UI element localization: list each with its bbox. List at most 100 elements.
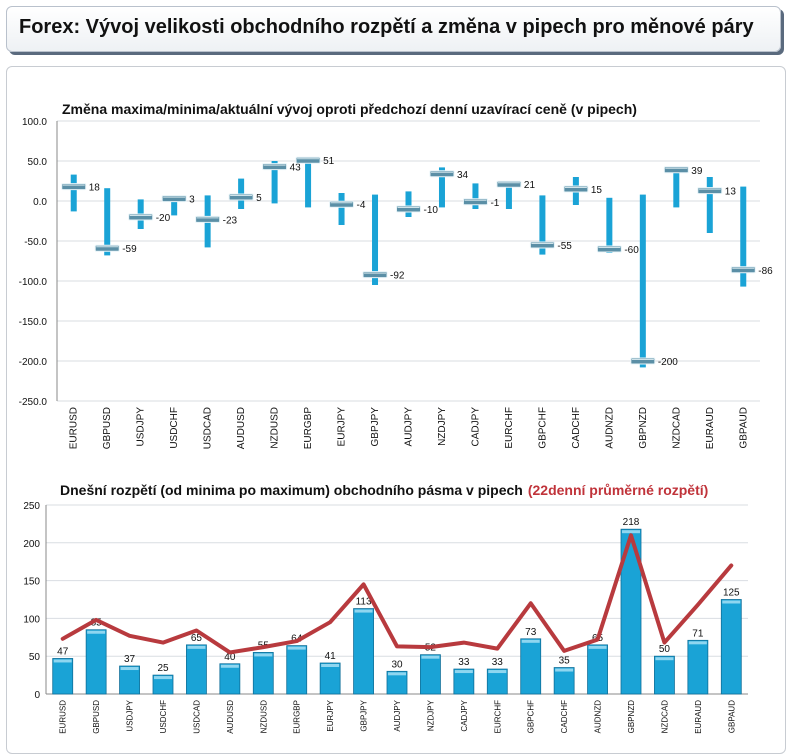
chart2-data-label: 73 bbox=[525, 627, 537, 638]
chart1-data-label: 21 bbox=[524, 180, 536, 191]
chart1-range-bar bbox=[338, 193, 345, 225]
header-box: Forex: Vývoj velikosti obchodního rozpět… bbox=[6, 6, 781, 52]
chart2-x-tick-label: GBPNZD bbox=[627, 700, 636, 734]
chart2-data-label: 25 bbox=[157, 663, 169, 674]
chart2-x-tick-label: EURCHF bbox=[493, 700, 502, 733]
chart2-y-tick-label: 100 bbox=[23, 614, 40, 625]
chart1-data-label: 13 bbox=[725, 187, 737, 198]
chart1-range-bar bbox=[271, 161, 278, 204]
chart2-y-tick-label: 50 bbox=[29, 652, 41, 663]
chart2-range-bar bbox=[85, 629, 107, 695]
chart1-range-bar bbox=[673, 166, 680, 208]
chart2-data-label: 40 bbox=[224, 652, 236, 663]
chart1-close-marker bbox=[563, 185, 589, 193]
chart2-x-tick-label: GBPCHF bbox=[527, 700, 536, 733]
chart2-x-tick-label: NZDJPY bbox=[426, 699, 435, 731]
chart2-range-bar bbox=[587, 644, 608, 695]
chart1-x-tick-label: GBPJPY bbox=[370, 407, 381, 447]
chart1-x-tick-label: GBPNZD bbox=[638, 407, 649, 449]
chart2-range-bar-highlight bbox=[220, 664, 239, 668]
chart2-range-bar-highlight bbox=[655, 657, 674, 661]
chart2-average-line bbox=[60, 533, 734, 655]
chart2-range-bar bbox=[353, 608, 374, 695]
chart1-data-label: -1 bbox=[490, 198, 499, 209]
chart1-x-tick-label: NZDCAD bbox=[671, 407, 682, 449]
chart2-y-tick-label: 250 bbox=[23, 501, 40, 512]
chart2-range-bar bbox=[252, 652, 274, 695]
chart2-x-tick-label: EURJPY bbox=[326, 699, 335, 731]
chart-daily-range: Dnešní rozpětí (od minima po maximum) ob… bbox=[23, 482, 748, 734]
chart1-range-bar bbox=[505, 181, 512, 209]
chart2-range-bar-highlight bbox=[388, 672, 406, 676]
chart1-range-bar bbox=[372, 194, 379, 285]
chart1-y-tick-label: -250.0 bbox=[19, 397, 48, 408]
chart1-x-tick-label: EURGBP bbox=[303, 407, 314, 450]
chart1-x-tick-label: NZDJPY bbox=[437, 407, 448, 446]
chart2-range-bar-highlight bbox=[120, 667, 139, 671]
chart2-x-tick-label: AUDNZD bbox=[594, 700, 603, 734]
chart1-x-tick-label: EURJPY bbox=[337, 407, 348, 447]
chart1-close-marker bbox=[529, 241, 555, 249]
chart1-data-label: 39 bbox=[691, 166, 703, 177]
chart2-data-label: 218 bbox=[623, 517, 640, 528]
chart1-x-tick-label: AUDUSD bbox=[236, 407, 247, 449]
chart1-y-tick-label: 100.0 bbox=[22, 117, 47, 128]
chart2-x-tick-label: USDCHF bbox=[159, 700, 168, 733]
chart1-close-marker bbox=[128, 213, 154, 221]
chart1-close-marker bbox=[262, 163, 288, 171]
chart2-x-tick-label: CADCHF bbox=[560, 700, 569, 733]
chart2-range-bar-highlight bbox=[688, 641, 707, 645]
chart2-range-bar bbox=[620, 528, 642, 695]
chart1-close-marker bbox=[730, 266, 756, 274]
chart2-range-bar-highlight bbox=[454, 670, 473, 674]
chart2-data-label: 33 bbox=[492, 657, 504, 668]
chart1-data-label: 5 bbox=[256, 193, 262, 204]
chart2-x-tick-label: GBPUSD bbox=[92, 700, 101, 734]
chart1-data-label: -4 bbox=[357, 200, 366, 211]
chart1-data-label: -200 bbox=[658, 357, 678, 368]
chart2-range-bar-highlight bbox=[254, 653, 273, 657]
chart1-x-tick-label: AUDNZD bbox=[604, 407, 615, 449]
chart2-x-tick-label: EURGBP bbox=[293, 700, 302, 734]
chart2-range-bar bbox=[386, 670, 408, 695]
chart1-close-marker bbox=[396, 205, 421, 213]
chart1-close-marker bbox=[663, 166, 689, 174]
chart2-x-tick-label: EURAUD bbox=[694, 700, 703, 734]
chart2-range-bar-highlight bbox=[588, 645, 607, 649]
chart2-y-tick-label: 0 bbox=[34, 690, 40, 701]
chart1-x-tick-label: CADCHF bbox=[571, 407, 582, 449]
chart2-title-main: Dnešní rozpětí (od minima po maximum) ob… bbox=[60, 482, 523, 498]
chart1-range-bar bbox=[405, 191, 412, 217]
chart1-x-tick-label: USDCAD bbox=[203, 407, 214, 449]
chart1-x-tick-label: GBPCHF bbox=[537, 407, 548, 449]
chart1-y-tick-label: 50.0 bbox=[28, 157, 48, 168]
chart2-range-bar-highlight bbox=[521, 639, 540, 643]
chart1-data-label: -60 bbox=[624, 245, 639, 256]
chart1-close-marker bbox=[462, 198, 488, 206]
chart2-data-label: 30 bbox=[391, 659, 403, 670]
chart2-range-bar bbox=[219, 663, 241, 695]
chart2-range-bar-highlight bbox=[722, 600, 741, 604]
chart1-x-tick-label: CADJPY bbox=[470, 407, 481, 447]
chart1-y-tick-label: -150.0 bbox=[19, 317, 48, 328]
chart2-range-bar bbox=[152, 674, 174, 695]
chart2-range-bar bbox=[654, 655, 675, 695]
chart2-range-bar bbox=[687, 639, 709, 695]
chart2-data-label: 50 bbox=[659, 644, 671, 655]
chart1-data-label: 18 bbox=[89, 183, 101, 194]
chart1-data-label: -10 bbox=[424, 205, 439, 216]
chart2-data-label: 37 bbox=[124, 654, 136, 665]
chart1-data-label: -23 bbox=[223, 215, 238, 226]
chart1-data-label: -86 bbox=[758, 266, 773, 277]
chart2-x-tick-label: CADJPY bbox=[460, 699, 469, 731]
chart1-range-bar bbox=[539, 195, 546, 255]
chart2-data-label: 33 bbox=[458, 657, 470, 668]
chart2-data-label: 113 bbox=[356, 597, 372, 608]
chart1-range-bar bbox=[606, 197, 613, 253]
chart2-range-bar bbox=[286, 645, 308, 695]
chart2-data-label: 85 bbox=[91, 618, 103, 629]
chart2-range-bar-highlight bbox=[53, 659, 72, 663]
chart1-title: Změna maxima/minima/aktuální vývoj oprot… bbox=[62, 101, 637, 117]
chart2-data-label: 47 bbox=[57, 646, 69, 657]
